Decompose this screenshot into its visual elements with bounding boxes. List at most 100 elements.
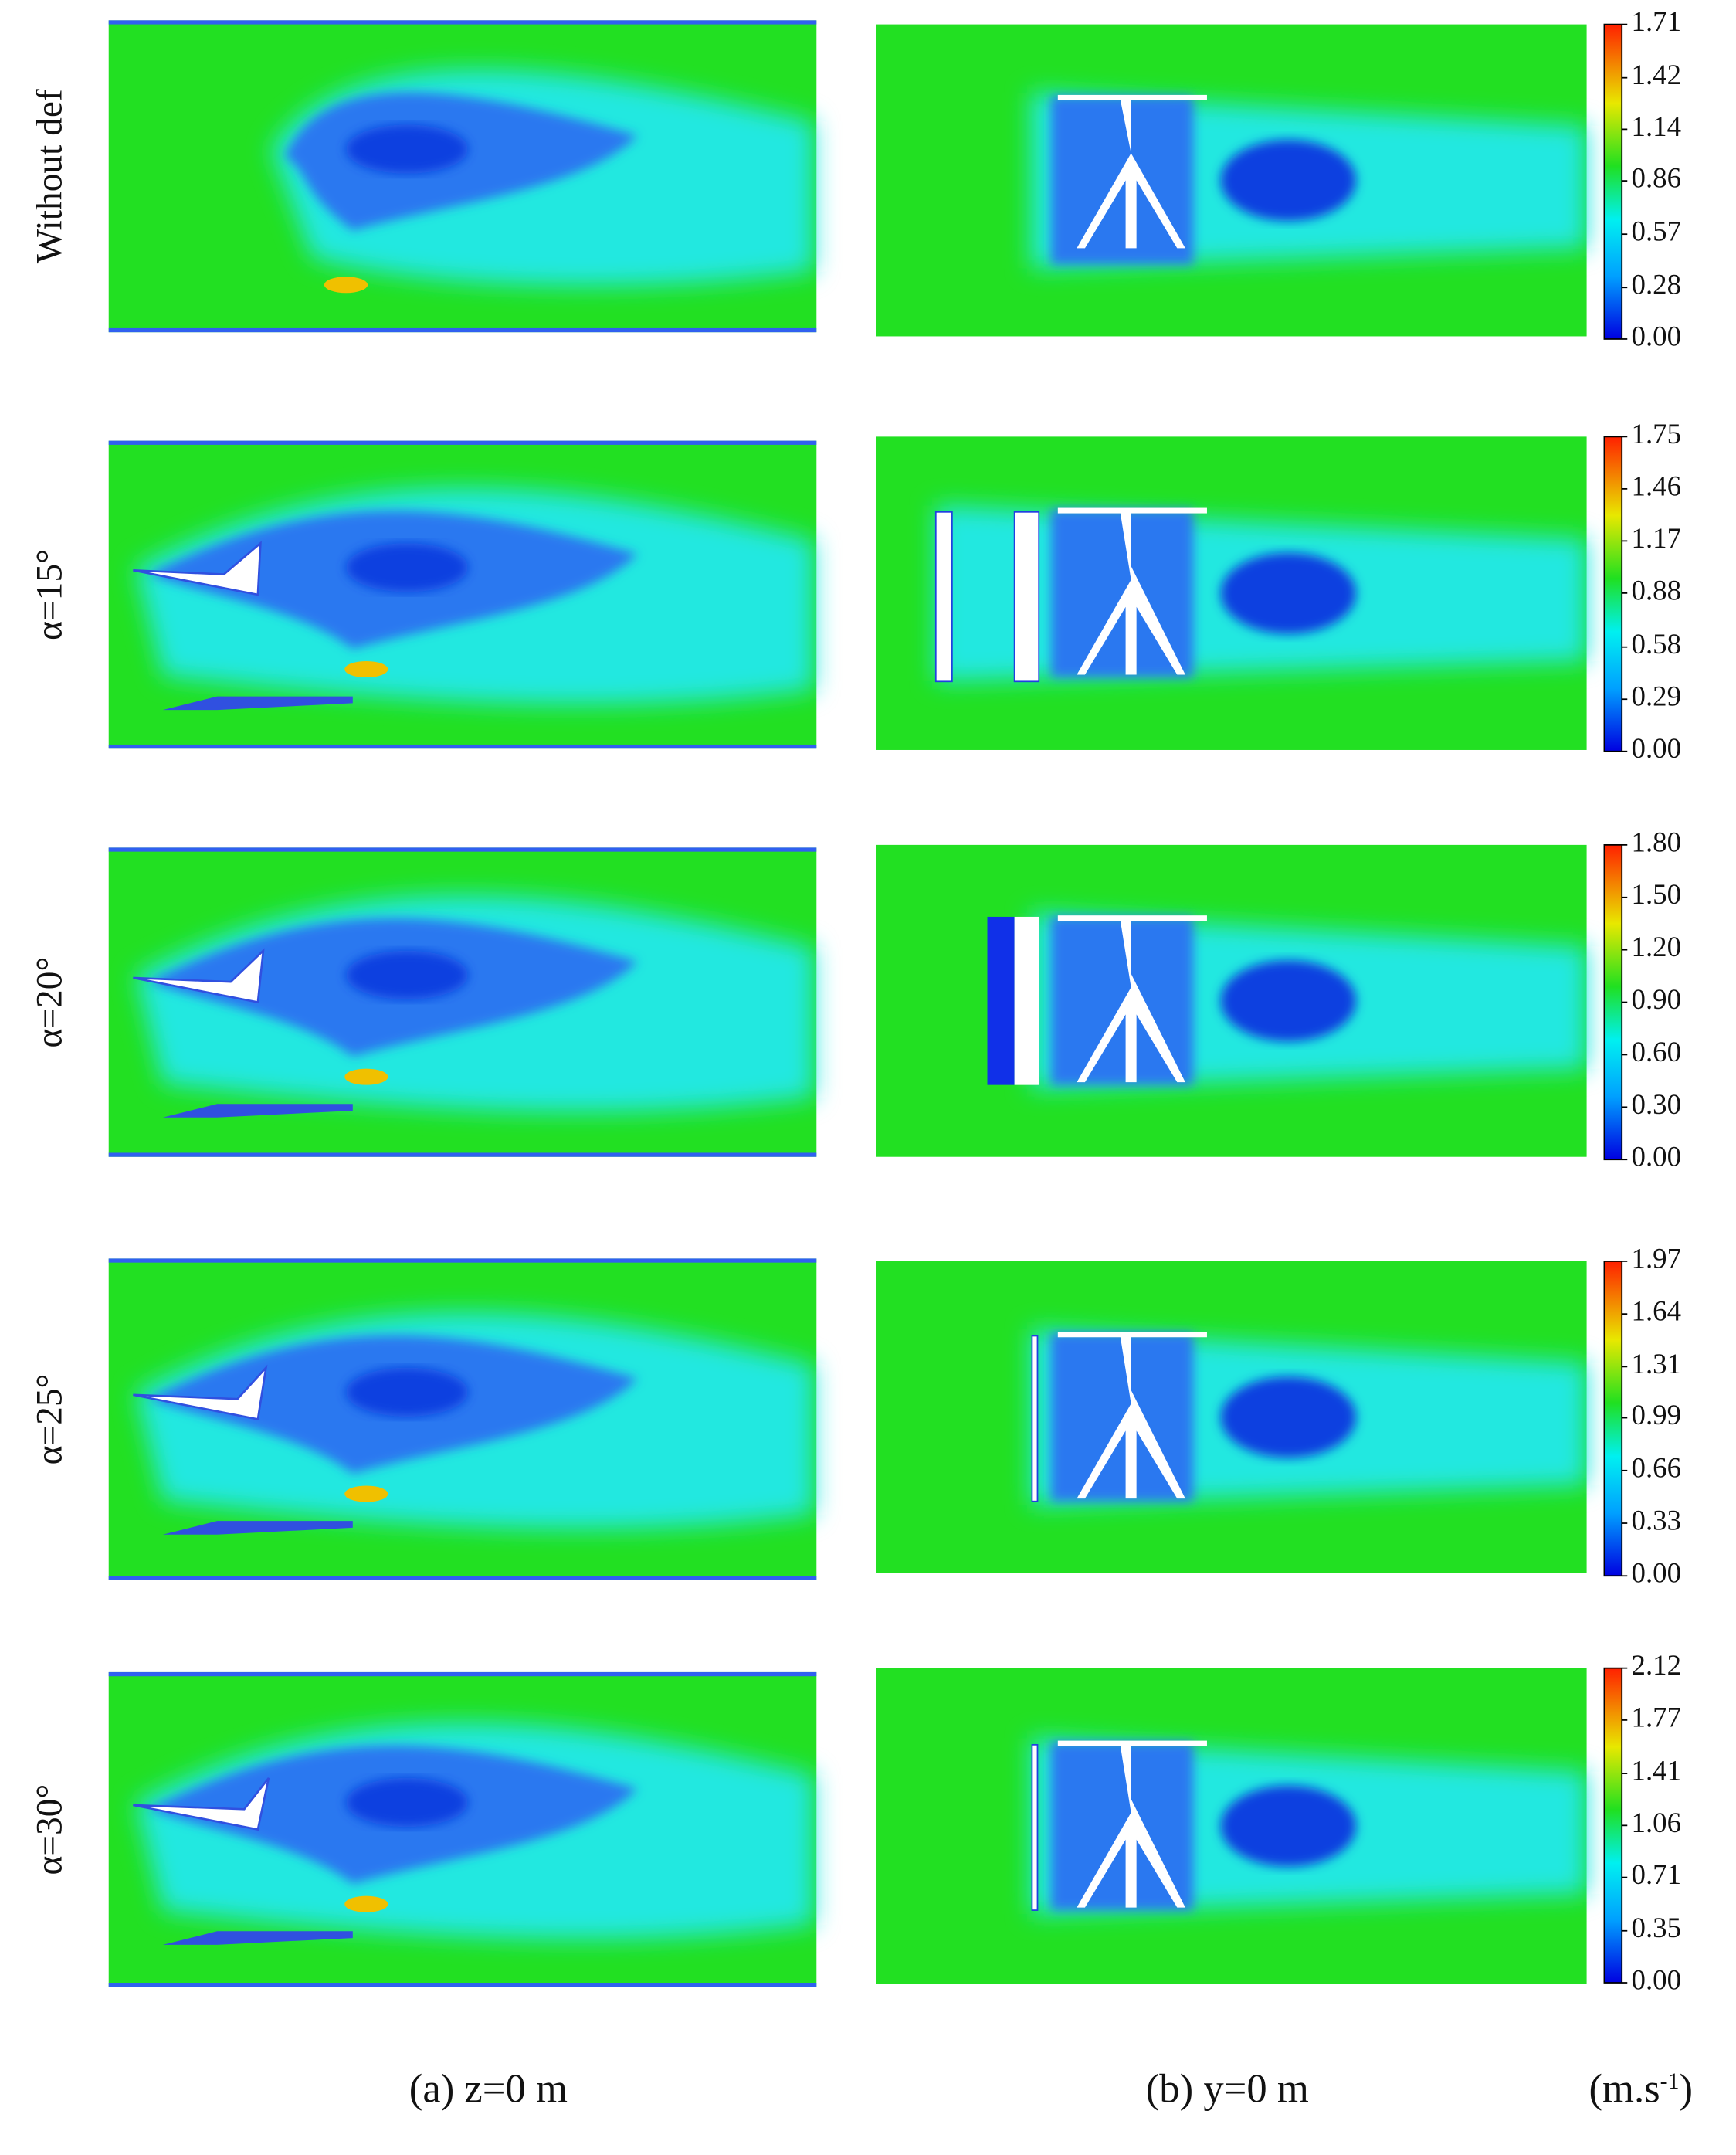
turbine [1077,1335,1185,1499]
tick-label: 1.77 [1632,1701,1682,1732]
tick-label: 0.00 [1632,1557,1682,1589]
high-spot [344,660,388,678]
low-spot [346,543,469,592]
right-contour [876,1261,1587,1573]
unit-text: (m.s [1589,2067,1660,2112]
tick-label: 1.75 [1632,418,1682,450]
tick-label: 1.14 [1632,110,1682,142]
tick-label: 0.86 [1632,162,1682,194]
plate [934,511,953,683]
colorbar [1603,436,1623,752]
turbine [1077,511,1185,675]
wall-top [108,1671,817,1677]
wall-bottom [108,744,817,749]
tick-label: 0.88 [1632,574,1682,606]
left-contour [108,847,817,1157]
deflector [133,1777,270,1831]
plate [1014,916,1039,1085]
low-spot [346,950,469,1000]
tick-label: 1.42 [1632,59,1682,90]
plate-region [987,916,1015,1085]
right-contour [876,1668,1587,1984]
colorbar [1603,23,1623,340]
tick-label: 1.50 [1632,878,1682,910]
wall-top [108,440,817,445]
deflector-lower [162,1931,353,1945]
frame-top [1057,915,1207,921]
right-contour [876,436,1587,750]
tick-label: 0.90 [1632,983,1682,1015]
unit-sup: -1 [1660,2068,1680,2094]
turbine [1077,1744,1185,1908]
colorbar [1603,1667,1623,1984]
deflector [133,1364,268,1421]
high-spot [344,1485,388,1502]
low-spot [1220,960,1357,1042]
tick-label: 0.57 [1632,216,1682,247]
left-contour [108,1671,817,1987]
plate [1031,1335,1039,1502]
tick-label: 0.30 [1632,1088,1682,1120]
left-contour [108,1258,817,1580]
deflector-lower [162,696,353,711]
tick-label: 1.31 [1632,1348,1682,1380]
left-contour [108,440,817,749]
tick-label: 1.20 [1632,931,1682,962]
high-spot [344,1068,388,1085]
deflector-lower [162,1104,353,1118]
tick-label: 1.64 [1632,1295,1682,1327]
deflector [133,948,265,1004]
unit-close: ) [1680,2067,1694,2112]
high-spot [344,1895,388,1912]
deflector-lower [162,1521,353,1535]
frame-top [1057,1332,1207,1338]
wall-bottom [108,1983,817,1987]
low-spot [1220,1376,1357,1458]
caption-right: (b) y=0 m [1146,2067,1309,2112]
left-contour [108,20,817,333]
deflector [133,541,262,596]
caption-left: (a) z=0 m [409,2067,568,2112]
tick-label: 0.28 [1632,269,1682,300]
tick-label: 1.46 [1632,470,1682,501]
row-label: α=15° [29,549,70,640]
row-label: α=25° [29,1374,70,1465]
tick-label: 1.17 [1632,522,1682,554]
row-label: α=20° [29,957,70,1048]
tick-label: 0.00 [1632,1141,1682,1173]
colorbar [1603,843,1623,1161]
tick-label: 0.29 [1632,680,1682,712]
tick-label: 1.71 [1632,5,1682,37]
low-spot [346,1777,469,1828]
low-spot [1220,552,1357,634]
wall-bottom [108,327,817,333]
frame-top [1057,1740,1207,1746]
tick-label: 0.66 [1632,1451,1682,1483]
tick-label: 0.00 [1632,732,1682,764]
low-spot [346,124,469,174]
wall-top [108,20,817,25]
low-spot [1220,139,1357,222]
tick-label: 1.97 [1632,1242,1682,1274]
tick-label: 0.00 [1632,320,1682,351]
turbine [1077,919,1185,1083]
wall-bottom [108,1576,817,1580]
unit: (m.s-1) [1589,2067,1694,2112]
low-spot [346,1367,469,1417]
tick-label: 0.99 [1632,1399,1682,1430]
tick-label: 0.60 [1632,1036,1682,1067]
plate [1031,1743,1039,1911]
low-spot [1220,1785,1357,1867]
high-spot [324,277,368,294]
tick-label: 1.06 [1632,1807,1682,1838]
frame-top [1057,507,1207,514]
tick-label: 0.58 [1632,628,1682,660]
tick-label: 2.12 [1632,1649,1682,1681]
colorbar [1603,1261,1623,1577]
right-contour [876,844,1587,1157]
wall-top [108,1258,817,1263]
plate [1013,511,1040,683]
frame-top [1057,94,1207,100]
row-label: Without def [29,89,70,263]
